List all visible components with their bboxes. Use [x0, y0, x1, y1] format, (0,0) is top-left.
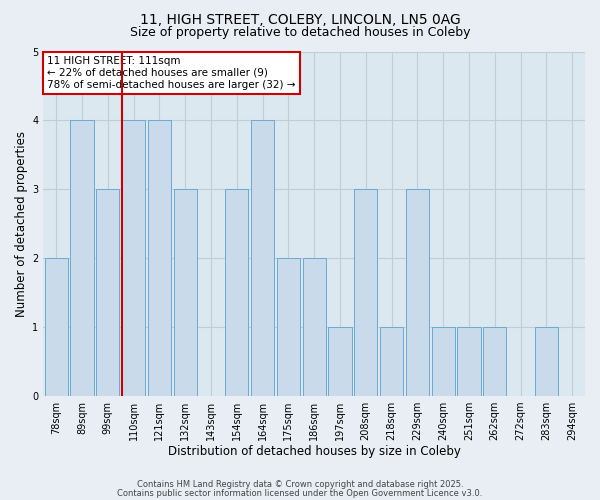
Text: Size of property relative to detached houses in Coleby: Size of property relative to detached ho… — [130, 26, 470, 39]
Text: 11, HIGH STREET, COLEBY, LINCOLN, LN5 0AG: 11, HIGH STREET, COLEBY, LINCOLN, LN5 0A… — [140, 12, 460, 26]
Text: Contains HM Land Registry data © Crown copyright and database right 2025.: Contains HM Land Registry data © Crown c… — [137, 480, 463, 489]
Bar — [122, 120, 145, 396]
Text: Contains public sector information licensed under the Open Government Licence v3: Contains public sector information licen… — [118, 488, 482, 498]
X-axis label: Distribution of detached houses by size in Coleby: Distribution of detached houses by size … — [168, 444, 461, 458]
Bar — [483, 327, 506, 396]
Bar — [251, 120, 274, 396]
Bar — [457, 327, 481, 396]
Y-axis label: Number of detached properties: Number of detached properties — [15, 130, 28, 316]
Bar — [431, 327, 455, 396]
Text: 11 HIGH STREET: 111sqm
← 22% of detached houses are smaller (9)
78% of semi-deta: 11 HIGH STREET: 111sqm ← 22% of detached… — [47, 56, 296, 90]
Bar — [406, 190, 429, 396]
Bar — [173, 190, 197, 396]
Bar — [535, 327, 558, 396]
Bar — [44, 258, 68, 396]
Bar — [96, 190, 119, 396]
Bar — [328, 327, 352, 396]
Bar — [380, 327, 403, 396]
Bar — [148, 120, 171, 396]
Bar — [302, 258, 326, 396]
Bar — [354, 190, 377, 396]
Bar — [70, 120, 94, 396]
Bar — [277, 258, 300, 396]
Bar — [225, 190, 248, 396]
